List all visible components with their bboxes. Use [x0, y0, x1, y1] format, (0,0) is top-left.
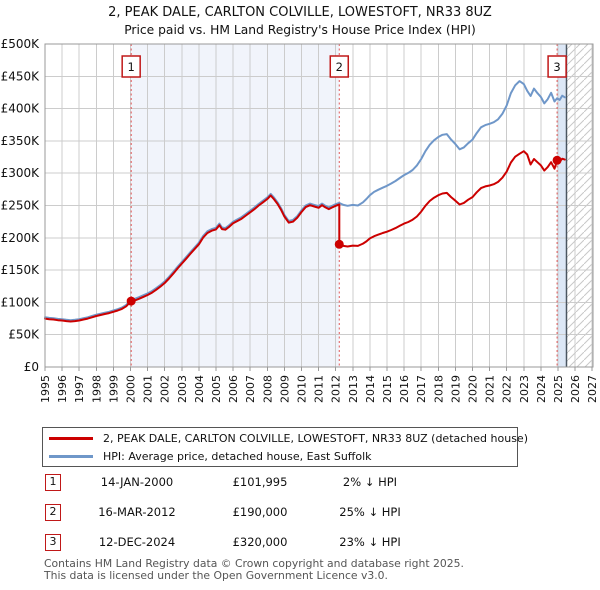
svg-text:£500K: £500K — [1, 37, 41, 51]
legend-item-hpi: HPI: Average price, detached house, East… — [49, 449, 511, 464]
svg-text:2023: 2023 — [518, 375, 531, 403]
sale-3-marker-badge: 3 — [45, 534, 61, 551]
sale-row-1: 1 14-JAN-2000 £101,995 2% ↓ HPI — [0, 474, 600, 494]
svg-text:2004: 2004 — [193, 375, 206, 403]
svg-text:£200K: £200K — [1, 231, 41, 245]
svg-text:£50K: £50K — [8, 328, 40, 342]
svg-text:3: 3 — [553, 60, 560, 74]
svg-text:2011: 2011 — [313, 375, 326, 403]
blue-line-icon — [49, 454, 93, 458]
svg-text:2026: 2026 — [569, 375, 582, 403]
svg-text:1997: 1997 — [73, 375, 86, 403]
svg-text:1998: 1998 — [90, 375, 103, 403]
svg-text:2015: 2015 — [381, 375, 394, 403]
svg-text:2012: 2012 — [330, 375, 343, 403]
svg-text:2021: 2021 — [484, 375, 497, 403]
svg-text:2005: 2005 — [210, 375, 223, 403]
footer-copyright: Contains HM Land Registry data © Crown c… — [44, 557, 464, 570]
page-title: 2, PEAK DALE, CARLTON COLVILLE, LOWESTOF… — [108, 5, 492, 20]
svg-text:2007: 2007 — [244, 375, 257, 403]
svg-text:2014: 2014 — [364, 375, 377, 403]
sale-1-date: 14-JAN-2000 — [100, 475, 174, 489]
svg-text:2024: 2024 — [535, 375, 548, 403]
svg-text:£100K: £100K — [1, 295, 41, 309]
svg-text:£300K: £300K — [1, 166, 41, 180]
svg-text:£400K: £400K — [1, 102, 41, 116]
svg-text:2009: 2009 — [278, 375, 291, 403]
svg-text:2013: 2013 — [347, 375, 360, 403]
svg-text:2022: 2022 — [501, 375, 514, 403]
chart-legend: 2, PEAK DALE, CARLTON COLVILLE, LOWESTOF… — [42, 427, 528, 467]
svg-text:2003: 2003 — [176, 375, 189, 403]
sale-3-vs-hpi: 23% ↓ HPI — [339, 535, 401, 549]
sale-row-2: 2 16-MAR-2012 £190,000 25% ↓ HPI — [0, 504, 600, 524]
sale-row-3: 3 12-DEC-2024 £320,000 23% ↓ HPI — [0, 534, 600, 554]
footer-licence: This data is licensed under the Open Gov… — [44, 569, 388, 582]
svg-text:2017: 2017 — [415, 375, 428, 403]
sale-2-vs-hpi: 25% ↓ HPI — [339, 505, 401, 519]
svg-text:2020: 2020 — [466, 375, 479, 403]
svg-text:2025: 2025 — [552, 375, 565, 403]
svg-text:1995: 1995 — [39, 375, 52, 403]
svg-text:2018: 2018 — [432, 375, 445, 403]
svg-text:2010: 2010 — [295, 375, 308, 403]
sale-1-vs-hpi: 2% ↓ HPI — [342, 475, 398, 489]
svg-text:2019: 2019 — [449, 375, 462, 403]
sale-2-marker-badge: 2 — [45, 504, 61, 521]
svg-text:£250K: £250K — [1, 199, 41, 213]
legend-label-property: 2, PEAK DALE, CARLTON COLVILLE, LOWESTOF… — [103, 431, 528, 445]
svg-text:2006: 2006 — [227, 375, 240, 403]
svg-text:2027: 2027 — [586, 375, 599, 403]
svg-text:£150K: £150K — [1, 263, 41, 277]
price-history-chart: £0 £50K £100K £150K £200K £250K £300K £350K £400… — [1, 37, 600, 403]
svg-text:1996: 1996 — [56, 375, 69, 403]
sale-2-price: £190,000 — [232, 505, 288, 519]
sale-3-date: 12-DEC-2024 — [98, 535, 176, 549]
svg-text:2: 2 — [336, 60, 343, 74]
page-subtitle: Price paid vs. HM Land Registry's House … — [124, 23, 476, 37]
svg-text:1: 1 — [128, 60, 135, 74]
svg-text:£350K: £350K — [1, 134, 41, 148]
svg-text:2016: 2016 — [398, 375, 411, 403]
svg-text:£450K: £450K — [1, 69, 41, 83]
svg-text:2008: 2008 — [261, 375, 274, 403]
svg-text:£0: £0 — [24, 360, 39, 374]
sale-1-price: £101,995 — [232, 475, 288, 489]
sale-1-marker-badge: 1 — [45, 474, 61, 491]
svg-text:2001: 2001 — [142, 375, 155, 403]
legend-item-property: 2, PEAK DALE, CARLTON COLVILLE, LOWESTOF… — [49, 431, 528, 446]
legend-label-hpi: HPI: Average price, detached house, East… — [103, 449, 372, 463]
red-line-icon — [49, 436, 93, 440]
svg-text:2000: 2000 — [124, 375, 137, 403]
sale-3-price: £320,000 — [232, 535, 288, 549]
sale-2-date: 16-MAR-2012 — [98, 505, 176, 519]
svg-text:1999: 1999 — [107, 375, 120, 403]
svg-text:2002: 2002 — [159, 375, 172, 403]
